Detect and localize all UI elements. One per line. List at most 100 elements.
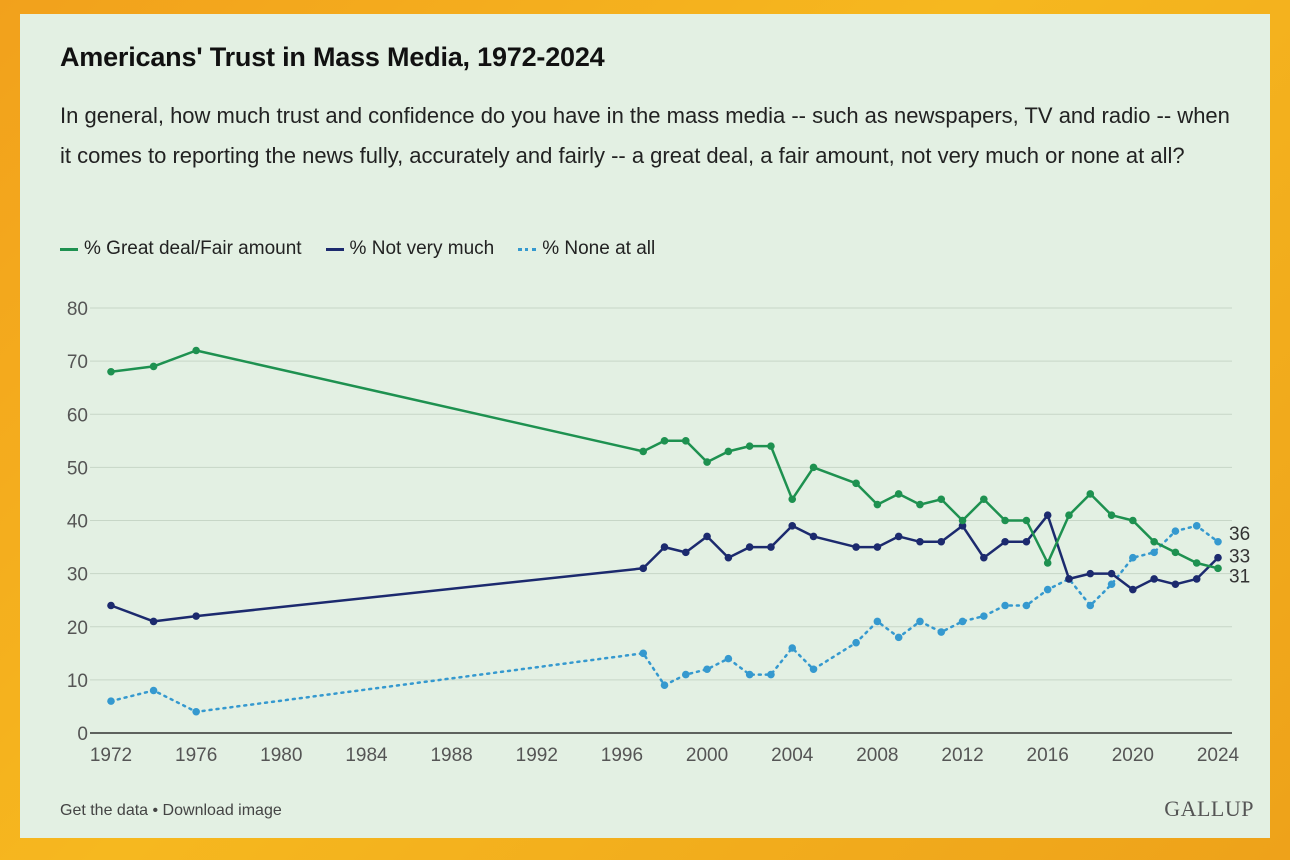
series-line-none-at-all [109,524,1220,714]
data-point-none-at-all-1972 [107,697,115,705]
data-point-not-very-much-2001 [724,553,733,562]
data-point-great-deal-fair-amount-2001 [724,447,733,456]
data-point-none-at-all-1974 [149,686,158,695]
data-point-great-deal-fair-amount-2024 [1214,564,1222,573]
end-label-great-deal-fair-amount: 31 [1229,566,1250,587]
x-tick-label-1972: 1972 [90,745,132,766]
data-point-great-deal-fair-amount-2004 [788,495,797,504]
end-label-none-at-all: 36 [1229,524,1250,545]
data-point-not-very-much-2009 [894,532,903,541]
data-point-none-at-all-2003 [767,670,775,679]
footer-links[interactable]: Get the data • Download image [60,802,282,819]
data-point-none-at-all-2002 [745,670,754,679]
data-point-none-at-all-1997 [639,649,648,658]
data-point-none-at-all-2024 [1214,537,1222,546]
data-point-none-at-all-2019 [1107,580,1116,589]
x-tick-label-2008: 2008 [856,745,898,766]
data-point-not-very-much-1976 [192,612,200,620]
y-tick-label-0: 0 [77,724,88,745]
chart-title: Americans' Trust in Mass Media, 1972-202… [60,42,605,72]
data-point-great-deal-fair-amount-2018 [1086,490,1095,498]
data-point-not-very-much-2007 [852,543,860,551]
data-point-not-very-much-1974 [149,617,158,626]
data-point-great-deal-fair-amount-2023 [1192,559,1201,567]
data-point-great-deal-fair-amount-2012 [958,516,967,525]
data-point-not-very-much-2020 [1129,585,1137,594]
gallup-logo: GALLUP [1164,796,1254,821]
data-point-great-deal-fair-amount-1999 [681,437,690,445]
data-point-great-deal-fair-amount-2017 [1065,511,1073,519]
data-point-great-deal-fair-amount-2014 [1001,516,1009,525]
y-tick-label-20: 20 [67,618,88,639]
x-tick-label-2016: 2016 [1027,745,1069,766]
y-tick-label-70: 70 [67,352,88,373]
data-point-none-at-all-2015 [1022,601,1031,610]
data-point-great-deal-fair-amount-2016 [1043,559,1052,567]
data-point-great-deal-fair-amount-2009 [894,490,903,498]
data-point-none-at-all-2007 [852,638,860,647]
data-point-none-at-all-2010 [916,617,924,626]
data-point-not-very-much-2010 [916,537,924,546]
data-point-none-at-all-2018 [1086,601,1095,610]
data-point-not-very-much-1997 [639,564,648,573]
data-point-great-deal-fair-amount-2021 [1150,537,1158,546]
series-line-great-deal-fair-amount [110,349,1219,570]
x-tick-label-2004: 2004 [771,745,814,766]
data-point-not-very-much-2018 [1086,569,1095,578]
data-point-not-very-much-2022 [1171,580,1180,589]
legend-item-none-at-all: % None at all [518,238,655,260]
data-point-great-deal-fair-amount-2005 [809,463,818,472]
data-point-great-deal-fair-amount-1976 [192,346,200,355]
data-point-none-at-all-2021 [1150,548,1158,557]
data-point-not-very-much-1972 [107,601,115,610]
data-point-great-deal-fair-amount-1998 [660,437,669,445]
data-point-not-very-much-2021 [1150,575,1158,583]
data-point-none-at-all-2022 [1171,527,1180,535]
data-point-none-at-all-2008 [873,617,882,626]
data-point-none-at-all-2009 [894,633,903,642]
y-tick-label-60: 60 [67,405,88,426]
legend: % Great deal/Fair amount % Not very much… [60,238,655,260]
data-point-great-deal-fair-amount-2010 [916,500,924,509]
y-tick-label-80: 80 [67,299,88,320]
x-tick-label-1988: 1988 [430,745,472,766]
legend-swatch-not-very-much [325,247,344,251]
data-point-not-very-much-1998 [660,543,669,551]
data-point-great-deal-fair-amount-2022 [1171,548,1180,557]
data-point-great-deal-fair-amount-2000 [703,458,711,466]
data-point-not-very-much-2004 [788,522,797,530]
data-point-none-at-all-2004 [788,644,797,652]
legend-swatch-great-deal [60,247,78,251]
data-point-not-very-much-2013 [980,553,988,562]
x-tick-label-1980: 1980 [260,745,302,766]
data-point-great-deal-fair-amount-2007 [852,479,860,488]
data-point-not-very-much-2023 [1192,575,1201,583]
data-point-not-very-much-2014 [1001,537,1009,546]
data-point-not-very-much-2019 [1107,569,1116,578]
data-point-not-very-much-2024 [1214,553,1222,562]
data-point-none-at-all-2005 [809,665,818,674]
end-label-not-very-much: 33 [1229,547,1250,568]
x-tick-label-1984: 1984 [345,745,388,766]
data-point-none-at-all-2011 [937,628,946,636]
legend-item-great-deal: % Great deal/Fair amount [60,238,302,260]
x-tick-label-1992: 1992 [516,745,558,766]
data-point-great-deal-fair-amount-2019 [1107,511,1116,519]
series-line-not-very-much [110,513,1219,623]
legend-label-great-deal: % Great deal/Fair amount [84,238,302,259]
data-point-none-at-all-1998 [660,681,669,689]
x-tick-label-2000: 2000 [686,745,728,766]
data-point-none-at-all-2000 [703,665,711,674]
y-tick-label-10: 10 [67,671,88,692]
data-point-not-very-much-2016 [1043,511,1052,519]
data-point-not-very-much-2011 [937,537,946,546]
data-point-none-at-all-2014 [1001,601,1009,610]
x-tick-label-2020: 2020 [1112,745,1154,766]
data-point-not-very-much-2015 [1022,537,1031,546]
data-point-great-deal-fair-amount-1972 [107,367,115,376]
data-point-none-at-all-2013 [980,612,988,620]
data-point-none-at-all-2016 [1043,585,1052,594]
y-tick-label-30: 30 [67,565,88,586]
y-tick-label-40: 40 [67,512,88,533]
x-tick-label-1976: 1976 [175,745,217,766]
